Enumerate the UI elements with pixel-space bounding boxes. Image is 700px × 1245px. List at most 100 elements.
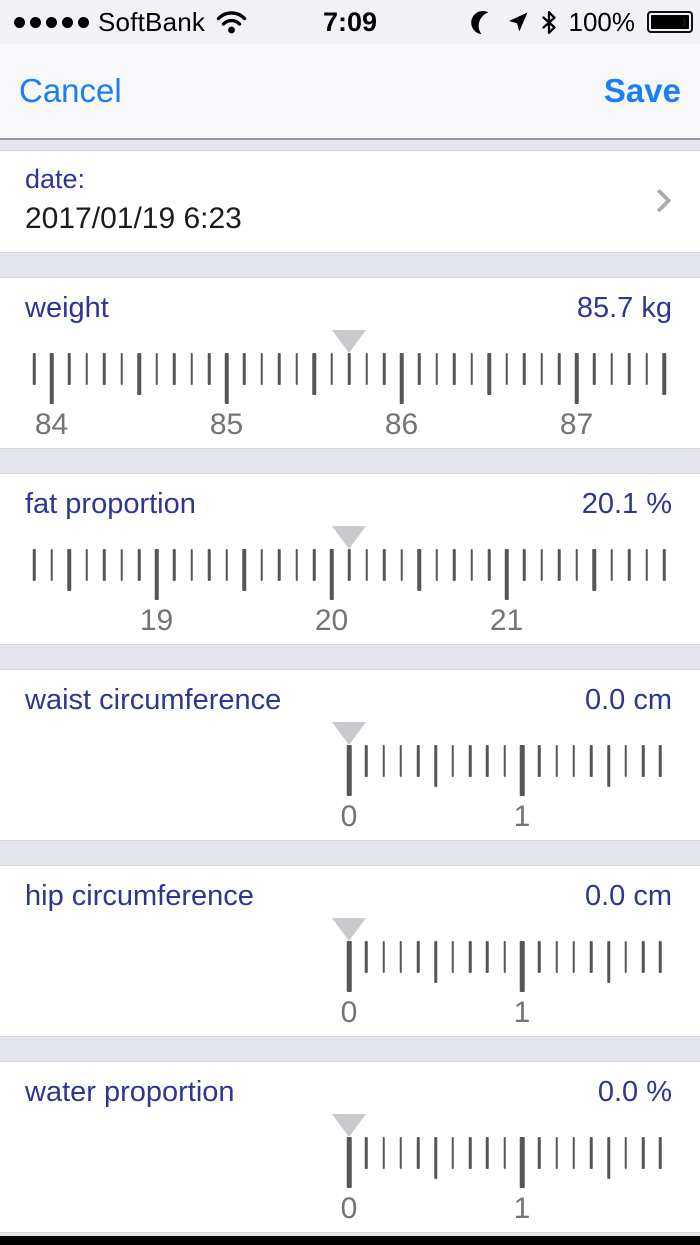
tick	[470, 549, 473, 581]
nav-bar: Cancel Save	[0, 44, 700, 140]
tick	[486, 745, 489, 777]
date-value: 2017/01/19 6:23	[25, 202, 242, 235]
wifi-icon	[216, 10, 247, 34]
tick	[416, 941, 420, 973]
tick	[399, 941, 403, 973]
tick	[641, 1137, 645, 1169]
ruler-pointer-icon	[332, 918, 366, 941]
tick	[503, 941, 506, 973]
tick	[67, 353, 71, 385]
section-label: water proportion	[25, 1076, 235, 1108]
tick	[610, 549, 613, 581]
tick	[503, 1137, 506, 1169]
section-label: fat proportion	[25, 488, 196, 520]
tick	[120, 549, 123, 581]
ruler-slider[interactable]: 84 85 86 87	[0, 324, 700, 448]
tick	[662, 353, 666, 395]
tick	[592, 353, 596, 385]
tick	[433, 1137, 438, 1179]
tick	[346, 745, 352, 796]
tick	[624, 1137, 628, 1169]
tick	[67, 549, 71, 591]
tick	[468, 941, 472, 973]
tick	[555, 745, 558, 777]
tick-label: 21	[489, 604, 524, 637]
tick	[451, 745, 455, 777]
tick	[572, 941, 576, 973]
section-label: waist circumference	[25, 684, 282, 716]
tick	[417, 549, 421, 591]
ruler-pointer-icon	[332, 526, 366, 549]
tick	[538, 745, 541, 777]
tick	[137, 549, 141, 581]
tick	[346, 941, 352, 992]
tick	[382, 1137, 385, 1169]
tick	[519, 941, 525, 992]
tick	[207, 549, 211, 581]
tick	[382, 745, 385, 777]
tick	[555, 1137, 558, 1169]
tick	[522, 353, 526, 385]
tick-label: 19	[139, 604, 174, 637]
tick	[645, 353, 648, 385]
tick	[452, 353, 456, 385]
save-button[interactable]: Save	[603, 72, 681, 109]
moon-icon	[470, 10, 495, 35]
location-arrow-icon	[507, 11, 529, 33]
date-row[interactable]: date: 2017/01/19 6:23	[0, 150, 700, 253]
section-value: 0.0 cm	[584, 880, 672, 912]
tick-label: 85	[209, 408, 244, 441]
tick	[277, 353, 281, 385]
tick	[242, 549, 246, 591]
tick-label: 20	[314, 604, 349, 637]
tick	[399, 745, 403, 777]
cancel-button[interactable]: Cancel	[19, 72, 122, 109]
tick	[662, 549, 666, 581]
tick	[606, 1137, 611, 1179]
tick	[641, 745, 645, 777]
section-label: weight	[25, 292, 109, 324]
tick	[365, 549, 368, 581]
tick-label: 1	[513, 996, 531, 1029]
measurement-sections: weight 85.7 kg 84 85 86 87 fat proportion 2…	[0, 277, 700, 1233]
tick	[85, 353, 88, 385]
tick	[399, 353, 404, 404]
tick	[519, 1137, 525, 1188]
tick	[154, 549, 159, 600]
tick	[627, 353, 631, 385]
tick	[435, 549, 438, 581]
tick	[365, 745, 368, 777]
tick	[606, 745, 611, 787]
tick	[572, 1137, 576, 1169]
tick	[295, 353, 298, 385]
section-value: 85.7 kg	[576, 292, 672, 324]
tick	[433, 745, 438, 787]
tick	[641, 941, 645, 973]
tick	[417, 353, 421, 385]
tick	[505, 353, 508, 385]
tick	[575, 549, 578, 581]
tick	[365, 1137, 368, 1169]
tick	[225, 549, 228, 581]
tick	[347, 549, 351, 581]
tick	[416, 1137, 420, 1169]
tick	[137, 353, 141, 395]
tick	[606, 941, 611, 983]
tick	[50, 549, 53, 581]
tick	[347, 353, 351, 385]
tick	[435, 353, 438, 385]
tick	[329, 549, 334, 600]
tick	[49, 353, 54, 404]
ruler-slider[interactable]: 19 20 21	[0, 520, 700, 644]
tick	[433, 941, 438, 983]
tick	[627, 549, 631, 581]
tick	[659, 941, 662, 973]
tick	[172, 353, 176, 385]
tick	[645, 549, 648, 581]
tick	[624, 941, 628, 973]
carrier-label: SoftBank	[98, 6, 206, 37]
